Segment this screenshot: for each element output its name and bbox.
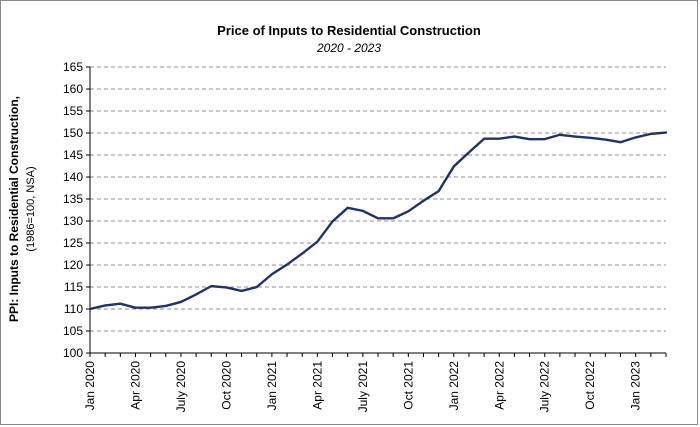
series-layer: [88, 131, 668, 311]
x-tick-label: Apr 2021: [310, 361, 324, 410]
x-tick-label: July 2020: [174, 361, 188, 413]
x-tick-label: Jan 2020: [83, 361, 97, 411]
y-tick-label: 110: [64, 302, 83, 316]
y-tick-label: 155: [63, 104, 83, 118]
y-axis-label: PPI: Inputs to Residential Construction,: [7, 96, 21, 322]
x-tick-label: Oct 2022: [583, 361, 597, 410]
y-tick-label: 115: [64, 280, 83, 294]
x-tick-label: Apr 2020: [128, 361, 142, 410]
y-tick-label: 140: [63, 170, 83, 184]
y-tick-label: 160: [63, 82, 83, 96]
y-tick-label: 150: [63, 126, 83, 140]
x-tick-label: Jan 2021: [265, 361, 279, 411]
x-tick-label: Jan 2022: [447, 361, 461, 411]
y-tick-label: 120: [63, 258, 83, 272]
y-tick-label: 165: [63, 60, 83, 74]
y-tick-label: 135: [63, 192, 83, 206]
y-axis-ticks: 100 105 110 115 120 125 130 135 140 145 150 155 160 1…: [63, 60, 90, 360]
x-tick-label: Apr 2022: [492, 361, 506, 410]
y-tick-label: 125: [63, 236, 83, 250]
x-tick-label: Oct 2021: [401, 361, 415, 410]
x-tick-label: July 2022: [538, 361, 552, 413]
x-tick-label: Jan 2023: [629, 361, 643, 411]
y-axis-label-units: (1986=100, NSA): [25, 166, 37, 251]
y-tick-label: 145: [63, 148, 83, 162]
y-tick-label: 105: [63, 324, 83, 338]
x-tick-label: Oct 2020: [219, 361, 233, 410]
chart-subtitle: 2020 - 2023: [316, 41, 381, 55]
y-tick-label: 100: [63, 346, 83, 360]
axes: [89, 67, 666, 354]
x-axis-ticks: Jan 2020 Apr 2020 July 2020 Oct 2020 Jan 202…: [83, 353, 667, 413]
x-tick-label: July 2021: [356, 361, 370, 413]
gridlines: [90, 66, 666, 332]
chart-title: Price of Inputs to Residential Construct…: [217, 23, 481, 38]
y-tick-label: 130: [63, 214, 83, 228]
